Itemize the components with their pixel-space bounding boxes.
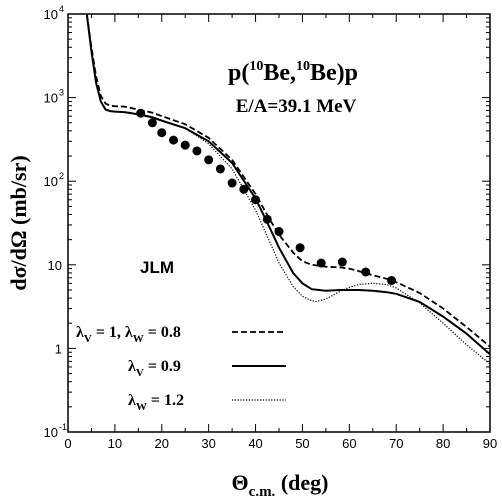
y-tick-exponent: 2 — [59, 171, 64, 181]
data-point — [181, 141, 190, 150]
data-point — [157, 128, 166, 137]
y-tick-label: 10 — [48, 258, 62, 273]
x-tick-label: 20 — [155, 436, 169, 451]
data-point — [387, 276, 396, 285]
x-tick-label: 80 — [436, 436, 450, 451]
data-point — [148, 118, 157, 127]
y-tick-exponent: -1 — [59, 422, 67, 432]
data-point — [275, 227, 284, 236]
chart-subtitle: E/A=39.1 MeV — [236, 96, 357, 117]
data-point — [251, 195, 260, 204]
data-point — [228, 179, 237, 188]
x-tick-label: 50 — [295, 436, 309, 451]
x-tick-label: 90 — [483, 436, 497, 451]
data-point — [338, 258, 347, 267]
data-point — [136, 109, 145, 118]
y-tick-label: 1 — [55, 341, 62, 356]
y-axis-label: dσ/dΩ (mb/sr) — [6, 155, 31, 290]
data-point — [216, 164, 225, 173]
x-tick-label: 70 — [389, 436, 403, 451]
x-tick-label: 10 — [108, 436, 122, 451]
data-point — [169, 136, 178, 145]
data-point — [263, 215, 272, 224]
chart-title: p(10Be,10Be)p — [228, 59, 358, 86]
x-tick-label: 60 — [342, 436, 356, 451]
data-point — [192, 146, 201, 155]
data-point — [361, 268, 370, 277]
model-annotation: JLM — [140, 258, 174, 277]
data-point — [296, 243, 305, 252]
data-point — [204, 155, 213, 164]
x-axis-label: Θc.m. (deg) — [232, 470, 329, 500]
y-tick-exponent: 3 — [59, 88, 64, 98]
x-tick-label: 0 — [64, 436, 71, 451]
x-tick-label: 40 — [248, 436, 262, 451]
y-tick-label: 10 — [44, 91, 58, 106]
data-point — [317, 259, 326, 268]
data-point — [239, 185, 248, 194]
y-tick-label: 10 — [44, 425, 58, 440]
y-tick-label: 10 — [44, 174, 58, 189]
y-tick-exponent: 4 — [59, 4, 64, 14]
x-tick-label: 30 — [201, 436, 215, 451]
y-tick-label: 10 — [44, 7, 58, 22]
